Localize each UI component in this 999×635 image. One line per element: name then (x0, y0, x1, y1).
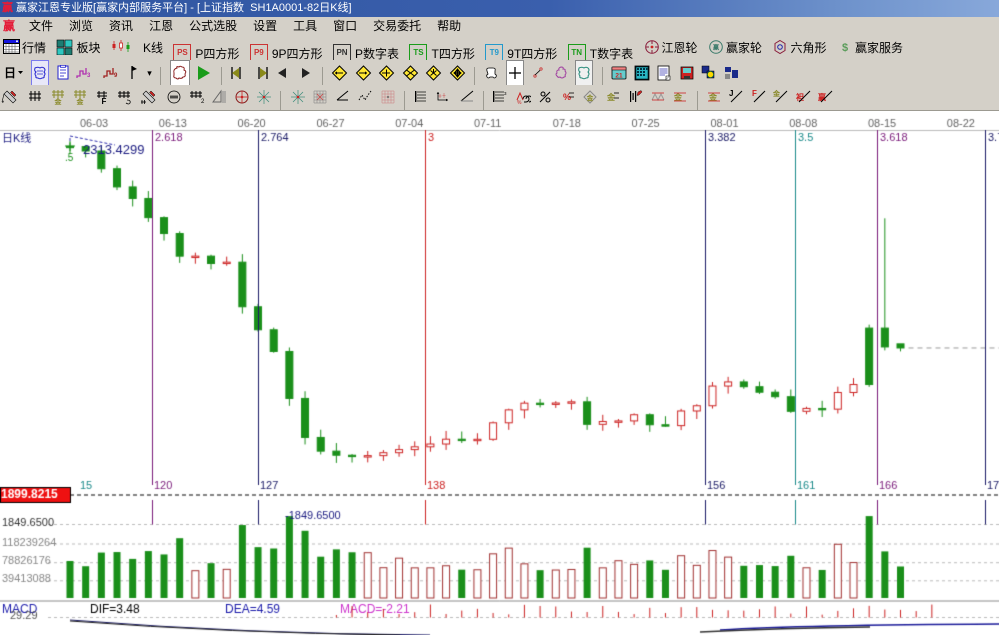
svg-text:赢: 赢 (713, 44, 719, 52)
svg-text:F: F (101, 97, 106, 105)
svg-text:3: 3 (87, 73, 91, 79)
svg-text:%: % (517, 100, 522, 105)
svg-text:3: 3 (504, 91, 507, 96)
svg-text:金: 金 (773, 89, 781, 98)
svg-text:9: 9 (114, 73, 118, 79)
svg-text:金: 金 (586, 93, 594, 102)
svg-text:日: 日 (4, 66, 16, 80)
svg-text:金: 金 (673, 92, 683, 102)
svg-text:$: $ (842, 42, 848, 54)
svg-text:21: 21 (616, 73, 624, 80)
svg-text:2: 2 (201, 99, 205, 105)
svg-text:金: 金 (76, 97, 85, 105)
svg-text:J: J (729, 89, 733, 98)
svg-text:金: 金 (708, 92, 718, 102)
svg-text:金: 金 (53, 97, 62, 105)
svg-text:金: 金 (606, 92, 616, 102)
svg-text:F: F (752, 89, 757, 98)
